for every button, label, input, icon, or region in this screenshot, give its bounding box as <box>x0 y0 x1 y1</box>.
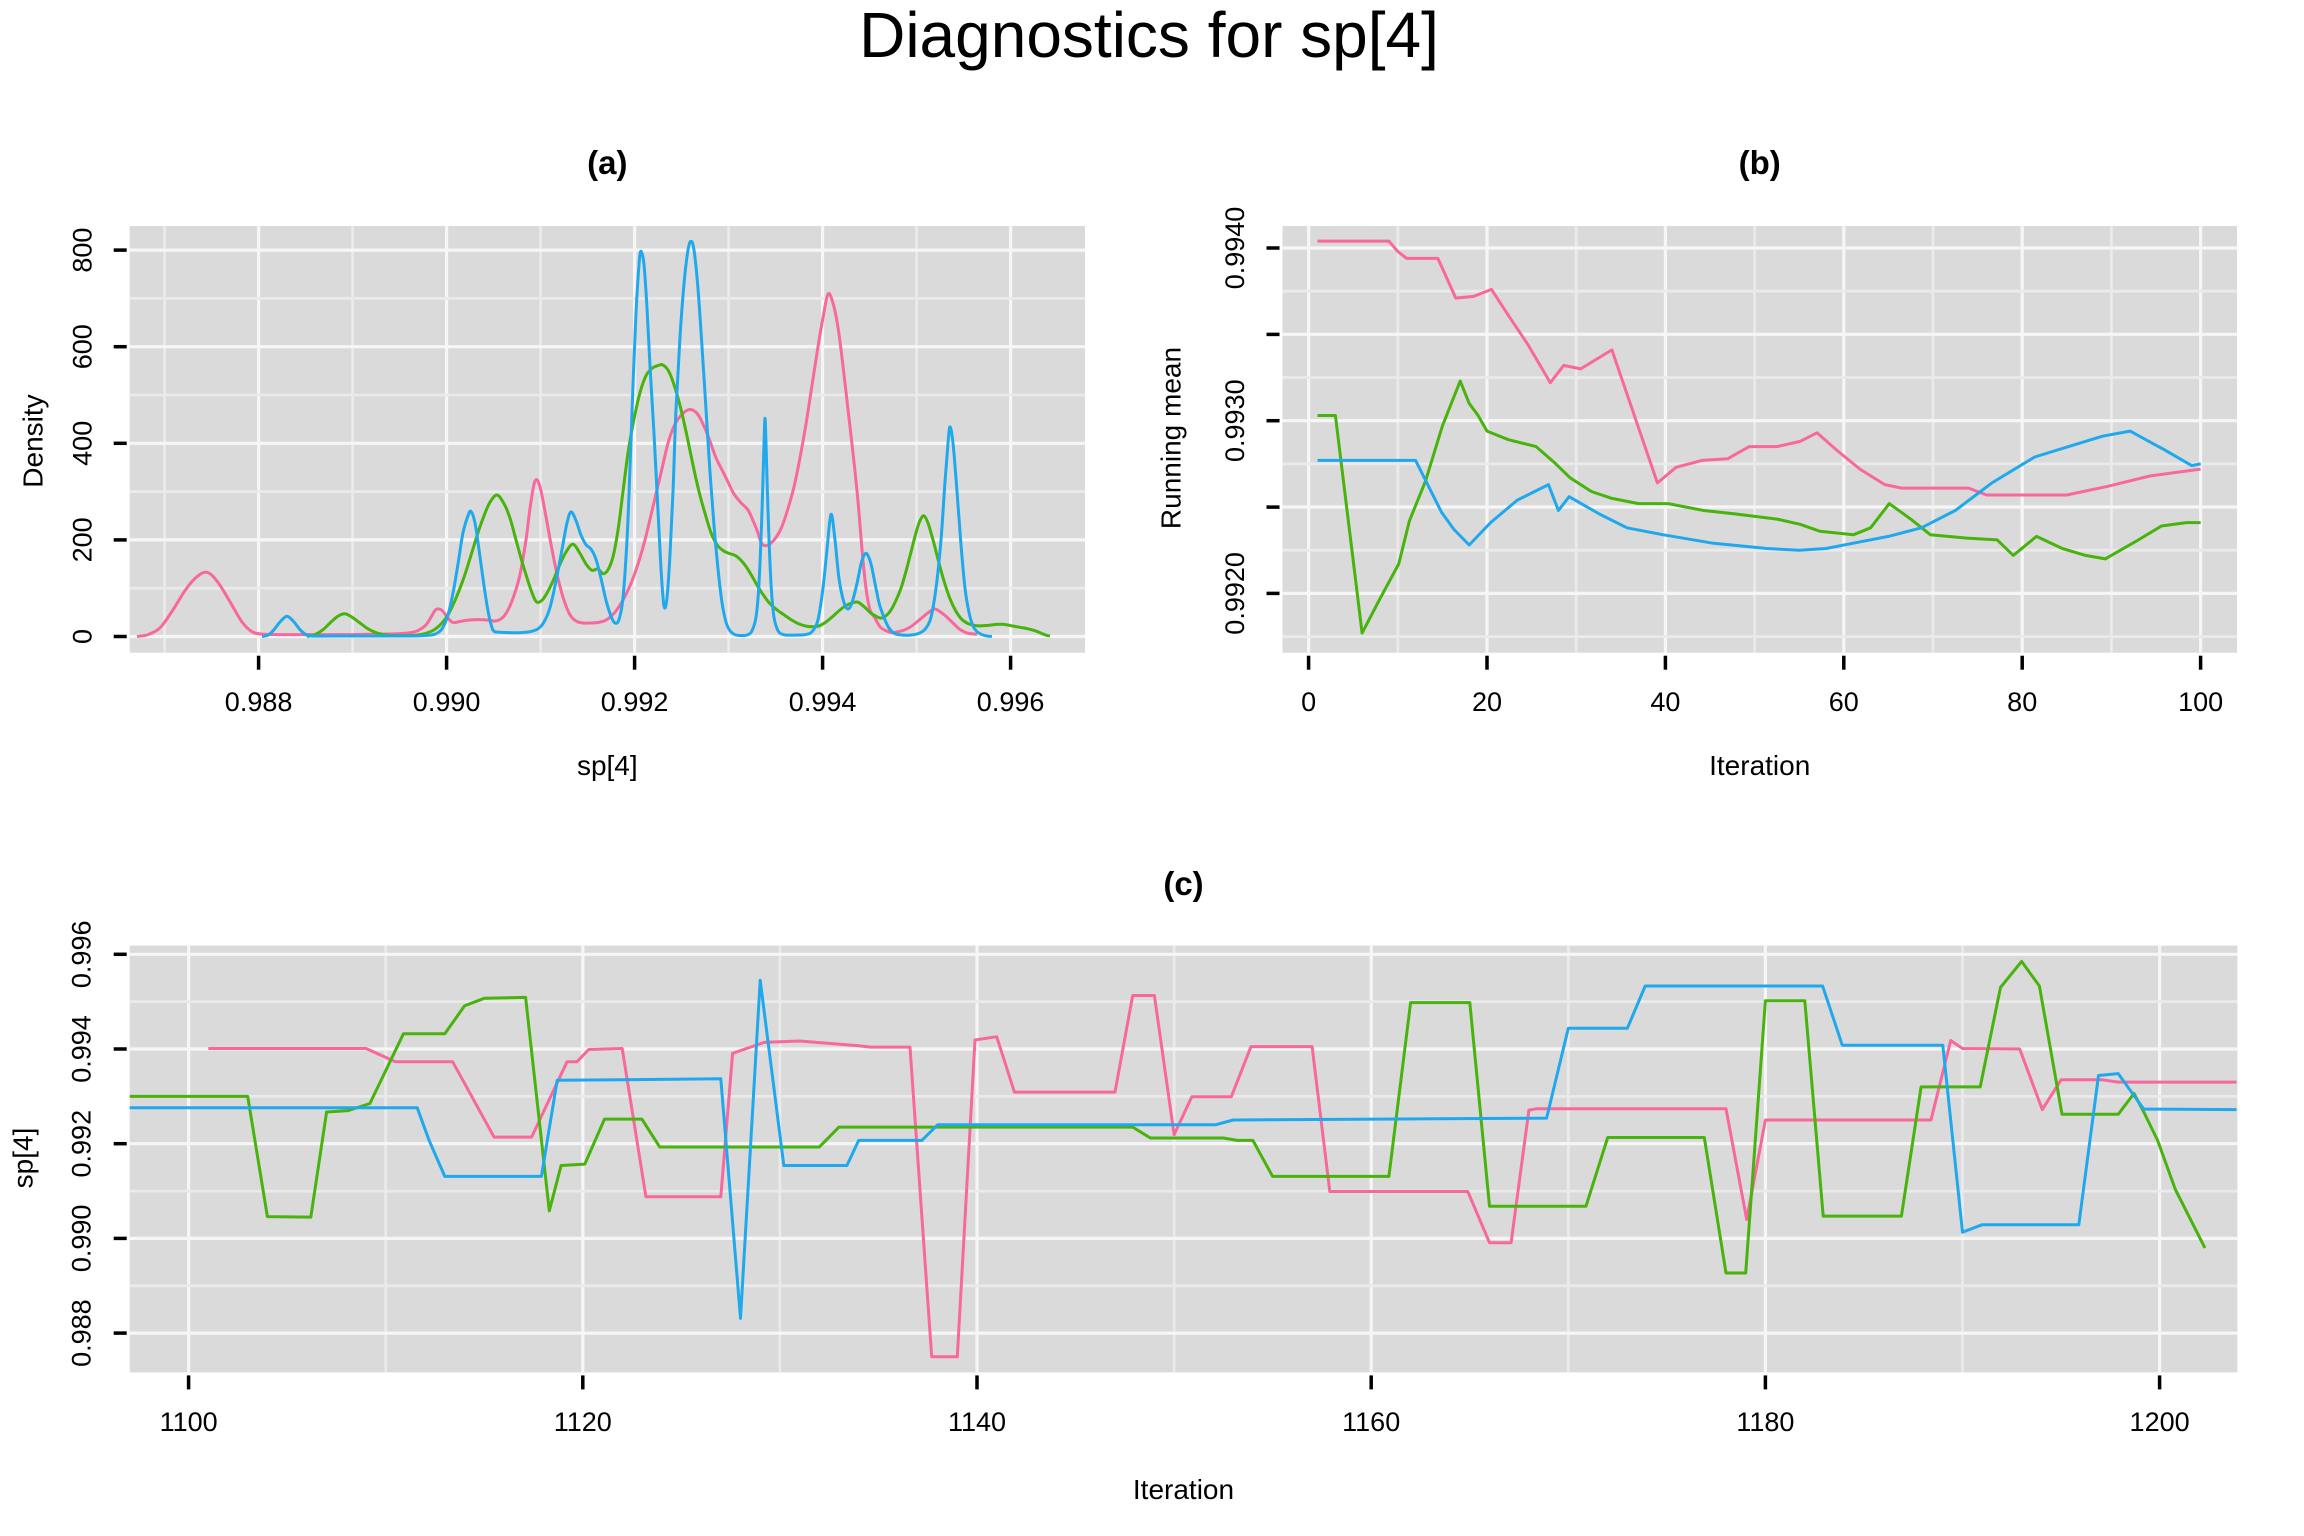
svg-text:0.994: 0.994 <box>789 687 857 717</box>
svg-text:0: 0 <box>68 629 98 644</box>
svg-text:1100: 1100 <box>160 1407 218 1437</box>
svg-text:200: 200 <box>68 517 98 562</box>
svg-text:600: 600 <box>68 324 98 369</box>
svg-text:0.9930: 0.9930 <box>1220 379 1250 462</box>
svg-text:0.990: 0.990 <box>67 1205 97 1273</box>
svg-text:(c): (c) <box>1163 865 1203 902</box>
svg-text:0.992: 0.992 <box>601 687 669 717</box>
svg-text:(b): (b) <box>1739 144 1781 181</box>
svg-text:0.9920: 0.9920 <box>1220 552 1250 635</box>
svg-text:sp[4]: sp[4] <box>8 1128 39 1189</box>
svg-text:40: 40 <box>1650 687 1680 717</box>
svg-text:0.992: 0.992 <box>67 1110 97 1178</box>
svg-text:0.9940: 0.9940 <box>1220 207 1250 290</box>
svg-text:Iteration: Iteration <box>1709 750 1810 781</box>
svg-text:20: 20 <box>1472 687 1502 717</box>
svg-text:0.988: 0.988 <box>67 1299 97 1367</box>
svg-text:0.994: 0.994 <box>67 1015 97 1083</box>
svg-text:400: 400 <box>68 421 98 466</box>
svg-text:0.990: 0.990 <box>413 687 481 717</box>
svg-text:0: 0 <box>1301 687 1316 717</box>
svg-text:80: 80 <box>2007 687 2037 717</box>
svg-text:1120: 1120 <box>554 1407 612 1437</box>
svg-text:(a): (a) <box>587 144 627 181</box>
svg-text:60: 60 <box>1829 687 1859 717</box>
svg-text:sp[4]: sp[4] <box>577 750 638 781</box>
svg-text:1180: 1180 <box>1736 1407 1794 1437</box>
svg-text:0.996: 0.996 <box>67 921 97 989</box>
svg-text:Diagnostics for sp[4]: Diagnostics for sp[4] <box>859 0 1439 71</box>
svg-text:100: 100 <box>2178 687 2223 717</box>
svg-text:1200: 1200 <box>2130 1407 2190 1437</box>
svg-text:0.988: 0.988 <box>225 687 293 717</box>
svg-text:Running mean: Running mean <box>1156 347 1187 529</box>
svg-text:Density: Density <box>18 394 49 487</box>
svg-text:1160: 1160 <box>1342 1407 1400 1437</box>
svg-text:800: 800 <box>68 228 98 273</box>
svg-text:Iteration: Iteration <box>1133 1474 1234 1505</box>
svg-text:0.996: 0.996 <box>977 687 1045 717</box>
svg-text:1140: 1140 <box>948 1407 1006 1437</box>
